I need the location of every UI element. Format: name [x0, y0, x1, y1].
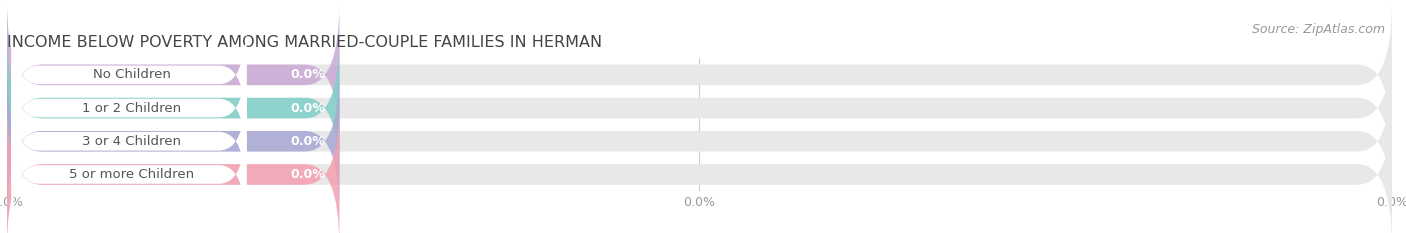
Text: Source: ZipAtlas.com: Source: ZipAtlas.com — [1251, 23, 1385, 36]
Text: 3 or 4 Children: 3 or 4 Children — [82, 135, 181, 148]
FancyBboxPatch shape — [11, 51, 246, 165]
FancyBboxPatch shape — [7, 102, 1392, 233]
FancyBboxPatch shape — [7, 69, 339, 214]
FancyBboxPatch shape — [7, 35, 1392, 181]
FancyBboxPatch shape — [7, 2, 1392, 147]
Text: 0.0%: 0.0% — [291, 102, 326, 115]
Text: 5 or more Children: 5 or more Children — [69, 168, 194, 181]
Text: 0.0%: 0.0% — [291, 135, 326, 148]
Text: 0.0%: 0.0% — [291, 68, 326, 81]
FancyBboxPatch shape — [7, 2, 339, 147]
FancyBboxPatch shape — [7, 35, 339, 181]
FancyBboxPatch shape — [11, 18, 246, 132]
FancyBboxPatch shape — [11, 117, 246, 232]
FancyBboxPatch shape — [11, 84, 246, 198]
Text: INCOME BELOW POVERTY AMONG MARRIED-COUPLE FAMILIES IN HERMAN: INCOME BELOW POVERTY AMONG MARRIED-COUPL… — [7, 35, 602, 50]
FancyBboxPatch shape — [7, 69, 1392, 214]
Text: 0.0%: 0.0% — [291, 168, 326, 181]
Text: 1 or 2 Children: 1 or 2 Children — [82, 102, 181, 115]
Text: No Children: No Children — [93, 68, 170, 81]
FancyBboxPatch shape — [7, 102, 339, 233]
